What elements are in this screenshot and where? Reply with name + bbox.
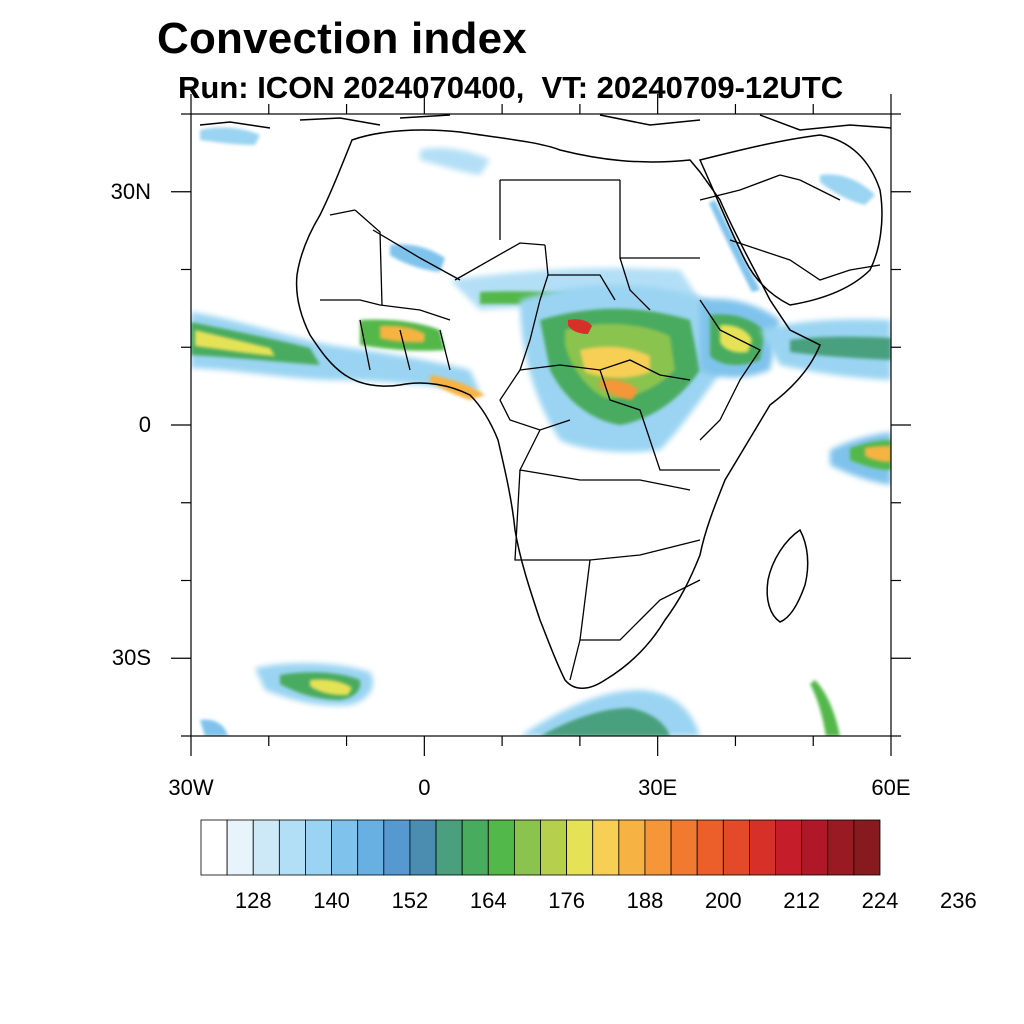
south-africa-front: [200, 680, 840, 736]
itcz-west-band: [191, 312, 485, 400]
colorbar-swatch: [200, 819, 228, 876]
colorbar-swatch: [461, 819, 489, 876]
indian-ocean-system: [830, 432, 891, 485]
colorbar-swatch: [722, 819, 750, 876]
lat-tick-label: 30S: [111, 645, 151, 671]
colorbar-swatch: [801, 819, 829, 876]
colorbar-swatch: [566, 819, 594, 876]
colorbar-swatch: [853, 819, 881, 876]
colorbar-swatch: [696, 819, 724, 876]
chart-title: Convection index: [157, 14, 527, 63]
arabia-coastline: [698, 134, 883, 306]
lon-tick-label: 0: [418, 775, 431, 800]
colorbar-swatch: [592, 819, 620, 876]
lat-tick-label: 30N: [110, 178, 151, 204]
madagascar-coastline: [766, 528, 809, 623]
colorbar-swatch: [226, 819, 254, 876]
country-borders: [199, 114, 891, 689]
ethiopia-convection: [700, 298, 780, 378]
colorbar-swatch: [644, 819, 672, 876]
south-atlantic-cyclone: [255, 663, 374, 706]
colorbar-swatch: [252, 819, 280, 876]
chart-subtitle: Run: ICON 2024070400, VT: 20240709-12UTC: [178, 70, 844, 105]
axis-ticks: [171, 94, 911, 756]
red-sea-streak: [709, 200, 760, 292]
colorbar-swatch: [409, 819, 437, 876]
colorbar-swatch: [827, 819, 855, 876]
colorbar-label: 152: [391, 888, 429, 913]
colorbar-label: 200: [704, 888, 742, 913]
colorbar-label: 212: [783, 888, 820, 913]
colorbar-swatch: [305, 819, 332, 876]
colorbar-label: 188: [626, 888, 664, 913]
africa-coastline: [295, 129, 821, 689]
colorbar-swatch: [487, 819, 515, 876]
colorbar-swatch: [775, 819, 803, 876]
colorbar-swatch: [278, 819, 306, 876]
colorbar-swatch: [383, 819, 411, 876]
colorbar-swatch: [331, 819, 359, 876]
colorbar-swatch: [749, 819, 776, 876]
colorbar-swatch: [540, 819, 568, 876]
colorbar-swatch: [357, 819, 385, 876]
colorbar-swatch: [618, 819, 646, 876]
colorbar-swatch: [513, 819, 541, 876]
colorbar-swatch: [670, 819, 698, 876]
colorbar-label: 236: [939, 888, 977, 913]
lon-tick-label: 60E: [871, 775, 911, 800]
mediterranean-north: [199, 114, 891, 131]
colorbar-label: 164: [469, 888, 507, 913]
colorbar-label: 140: [313, 888, 350, 913]
north-patches: [200, 127, 875, 272]
lon-tick-label: 30E: [638, 775, 678, 800]
internal-borders: [320, 174, 881, 681]
colorbar-label: 224: [861, 888, 899, 913]
colorbar-label: 176: [548, 888, 585, 913]
lat-tick-label: 0: [138, 412, 151, 437]
colorbar-swatch: [435, 819, 463, 876]
colorbar-label: 128: [234, 888, 272, 913]
central-africa-convection: [520, 285, 730, 452]
lon-tick-label: 30W: [168, 775, 214, 800]
